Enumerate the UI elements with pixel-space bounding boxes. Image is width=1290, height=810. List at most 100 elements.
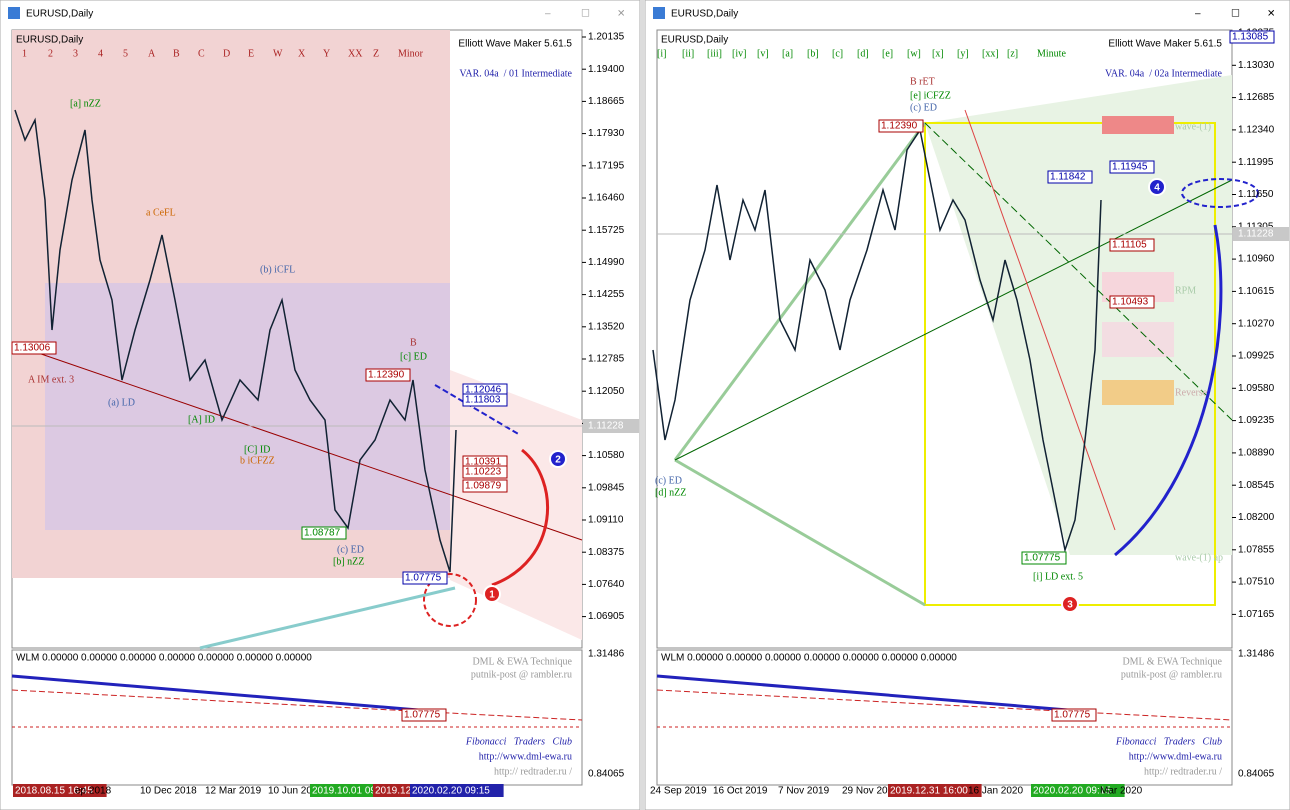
annotation: (c) ED xyxy=(337,544,364,555)
price-label: 1.12685 xyxy=(1238,92,1275,103)
price-label: 1.10960 xyxy=(1238,254,1275,265)
marker-label: 1 xyxy=(489,590,495,601)
price-tag: 1.07775 xyxy=(404,710,441,721)
trend-line xyxy=(199,586,456,650)
credit: Fibonacci Traders Club xyxy=(465,736,572,747)
marker xyxy=(1148,178,1166,196)
price-tag: 1.12390 xyxy=(368,370,405,381)
wave-label: [e] xyxy=(882,48,893,59)
variant: VAR. 04a / 02a Intermediate xyxy=(1105,68,1223,79)
wave-label: E xyxy=(248,48,254,59)
price-path xyxy=(652,128,1102,553)
zone xyxy=(45,283,450,530)
annotation: wave-(1) ap xyxy=(1175,552,1223,563)
trend-line xyxy=(14,344,583,541)
price-label: 1.07855 xyxy=(1238,544,1275,555)
window-button[interactable]: ✕ xyxy=(617,9,625,20)
time-box xyxy=(310,784,393,797)
wave-label: [x] xyxy=(932,48,944,59)
fan xyxy=(450,370,582,640)
price-label: 1.09580 xyxy=(1238,383,1275,394)
window-button[interactable]: ☐ xyxy=(581,9,590,20)
window-button[interactable]: ☐ xyxy=(1231,9,1240,20)
annotation: [b] nZZ xyxy=(333,556,364,567)
marker xyxy=(549,450,567,468)
price-label: 1.18665 xyxy=(588,96,625,107)
wave-label: XX xyxy=(348,48,363,59)
current-price-box xyxy=(583,419,639,433)
window-button[interactable]: – xyxy=(545,9,551,20)
annotation: [A] ID xyxy=(188,414,215,425)
annotation: [c] ED xyxy=(400,351,427,362)
window-button[interactable]: ✕ xyxy=(1267,9,1275,20)
watermark: putnik-post @ rambler.ru xyxy=(1121,669,1222,680)
price-tag: 1.11842 xyxy=(1050,172,1086,183)
annotation: B xyxy=(410,337,417,348)
price-tag: 1.10391 xyxy=(465,457,502,468)
wave-label: [w] xyxy=(907,48,921,59)
wave-label: 5 xyxy=(123,48,128,59)
price-tag-box xyxy=(1109,295,1155,309)
price-label: 1.11650 xyxy=(1238,189,1274,200)
indicator-line xyxy=(11,674,443,714)
wave-label: 4 xyxy=(98,48,103,59)
title-icon xyxy=(8,7,20,19)
trend-line xyxy=(674,458,926,607)
time-label: 2018.08.15 16:45 xyxy=(15,786,93,797)
time-label: Mar 2020 xyxy=(1100,786,1143,797)
price-tag-box xyxy=(462,393,508,407)
price-label: 1.10580 xyxy=(588,450,625,461)
annotation: (c) ED xyxy=(655,475,682,486)
wave-label: X xyxy=(298,48,306,59)
price-label: 1.14255 xyxy=(588,289,625,300)
time-label: 2019.12 xyxy=(375,786,412,797)
annotation: b iCFZZ xyxy=(240,455,275,466)
price-tag: 1.11105 xyxy=(1112,240,1147,251)
wave-label: Minute xyxy=(1037,48,1066,59)
price-label: 1.20135 xyxy=(588,32,625,43)
price-label: 1.15725 xyxy=(588,225,625,236)
credit: http://www.dml-ewa.ru xyxy=(479,751,572,762)
wave-label: B xyxy=(173,48,180,59)
time-label: 2020.02.20 09:15 xyxy=(412,786,490,797)
window-button[interactable]: – xyxy=(1195,9,1201,20)
wave-label: [z] xyxy=(1007,48,1018,59)
annotation: a CeFL xyxy=(146,207,176,218)
price-tag-box xyxy=(462,465,508,479)
wave-label: [ii] xyxy=(682,48,694,59)
trend-line xyxy=(673,122,927,461)
wave-label: W xyxy=(273,48,283,59)
annotation: Reverse xyxy=(1175,387,1208,398)
time-label: 10 Dec 2018 xyxy=(140,786,197,797)
indicator-name: Elliott Wave Maker 5.61.5 xyxy=(1108,39,1222,50)
wave-label: [xx] xyxy=(982,48,999,59)
window-title: EURUSD,Daily xyxy=(671,9,738,20)
price-label: 1.08890 xyxy=(1238,448,1275,459)
wave-label: [b] xyxy=(807,48,819,59)
chart-label: EURUSD,Daily xyxy=(661,35,728,46)
price-tag: 1.09879 xyxy=(465,481,502,492)
wave-label: [d] xyxy=(857,48,869,59)
time-label: 7 Nov 2019 xyxy=(778,786,830,797)
price-label: 1.06905 xyxy=(588,611,625,622)
price-label: 1.12785 xyxy=(588,354,625,365)
price-label: 1.07510 xyxy=(1238,577,1275,588)
trend-line xyxy=(434,384,521,436)
price-label: 1.11995 xyxy=(1238,157,1274,168)
current-price-box xyxy=(1233,227,1289,241)
price-label: 1.09110 xyxy=(588,515,624,526)
watermark: putnik-post @ rambler.ru xyxy=(471,669,572,680)
marker-label: 3 xyxy=(1067,600,1073,611)
price-tag-box xyxy=(878,119,924,133)
credit: http://www.dml-ewa.ru xyxy=(1129,751,1222,762)
wave-label: A xyxy=(148,48,156,59)
arrow xyxy=(491,448,549,587)
chart-window: EURUSD,Daily – ☐ ✕ EURUSD,Daily Elliott Wave … xyxy=(645,0,1290,810)
time-label: 16 Oct 2019 xyxy=(713,786,768,797)
price-label: 1.12050 xyxy=(588,386,625,397)
current-price: 1.11228 xyxy=(588,421,624,432)
price-tag-box xyxy=(1229,30,1275,44)
sub-label: WLM 0.00000 0.00000 0.00000 0.00000 0.00… xyxy=(661,653,957,664)
sub-scale-label: 1.31486 xyxy=(588,649,625,660)
wave-label: Y xyxy=(323,48,330,59)
